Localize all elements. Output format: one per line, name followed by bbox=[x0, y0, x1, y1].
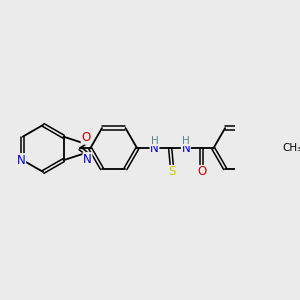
Text: H: H bbox=[151, 136, 158, 146]
Text: N: N bbox=[83, 153, 92, 166]
Text: CH₃: CH₃ bbox=[282, 143, 300, 153]
Text: H: H bbox=[182, 136, 190, 146]
Text: N: N bbox=[182, 142, 190, 155]
Text: N: N bbox=[150, 142, 159, 155]
Text: N: N bbox=[17, 154, 26, 167]
Text: O: O bbox=[81, 131, 91, 144]
Text: S: S bbox=[168, 166, 176, 178]
Text: O: O bbox=[197, 166, 206, 178]
